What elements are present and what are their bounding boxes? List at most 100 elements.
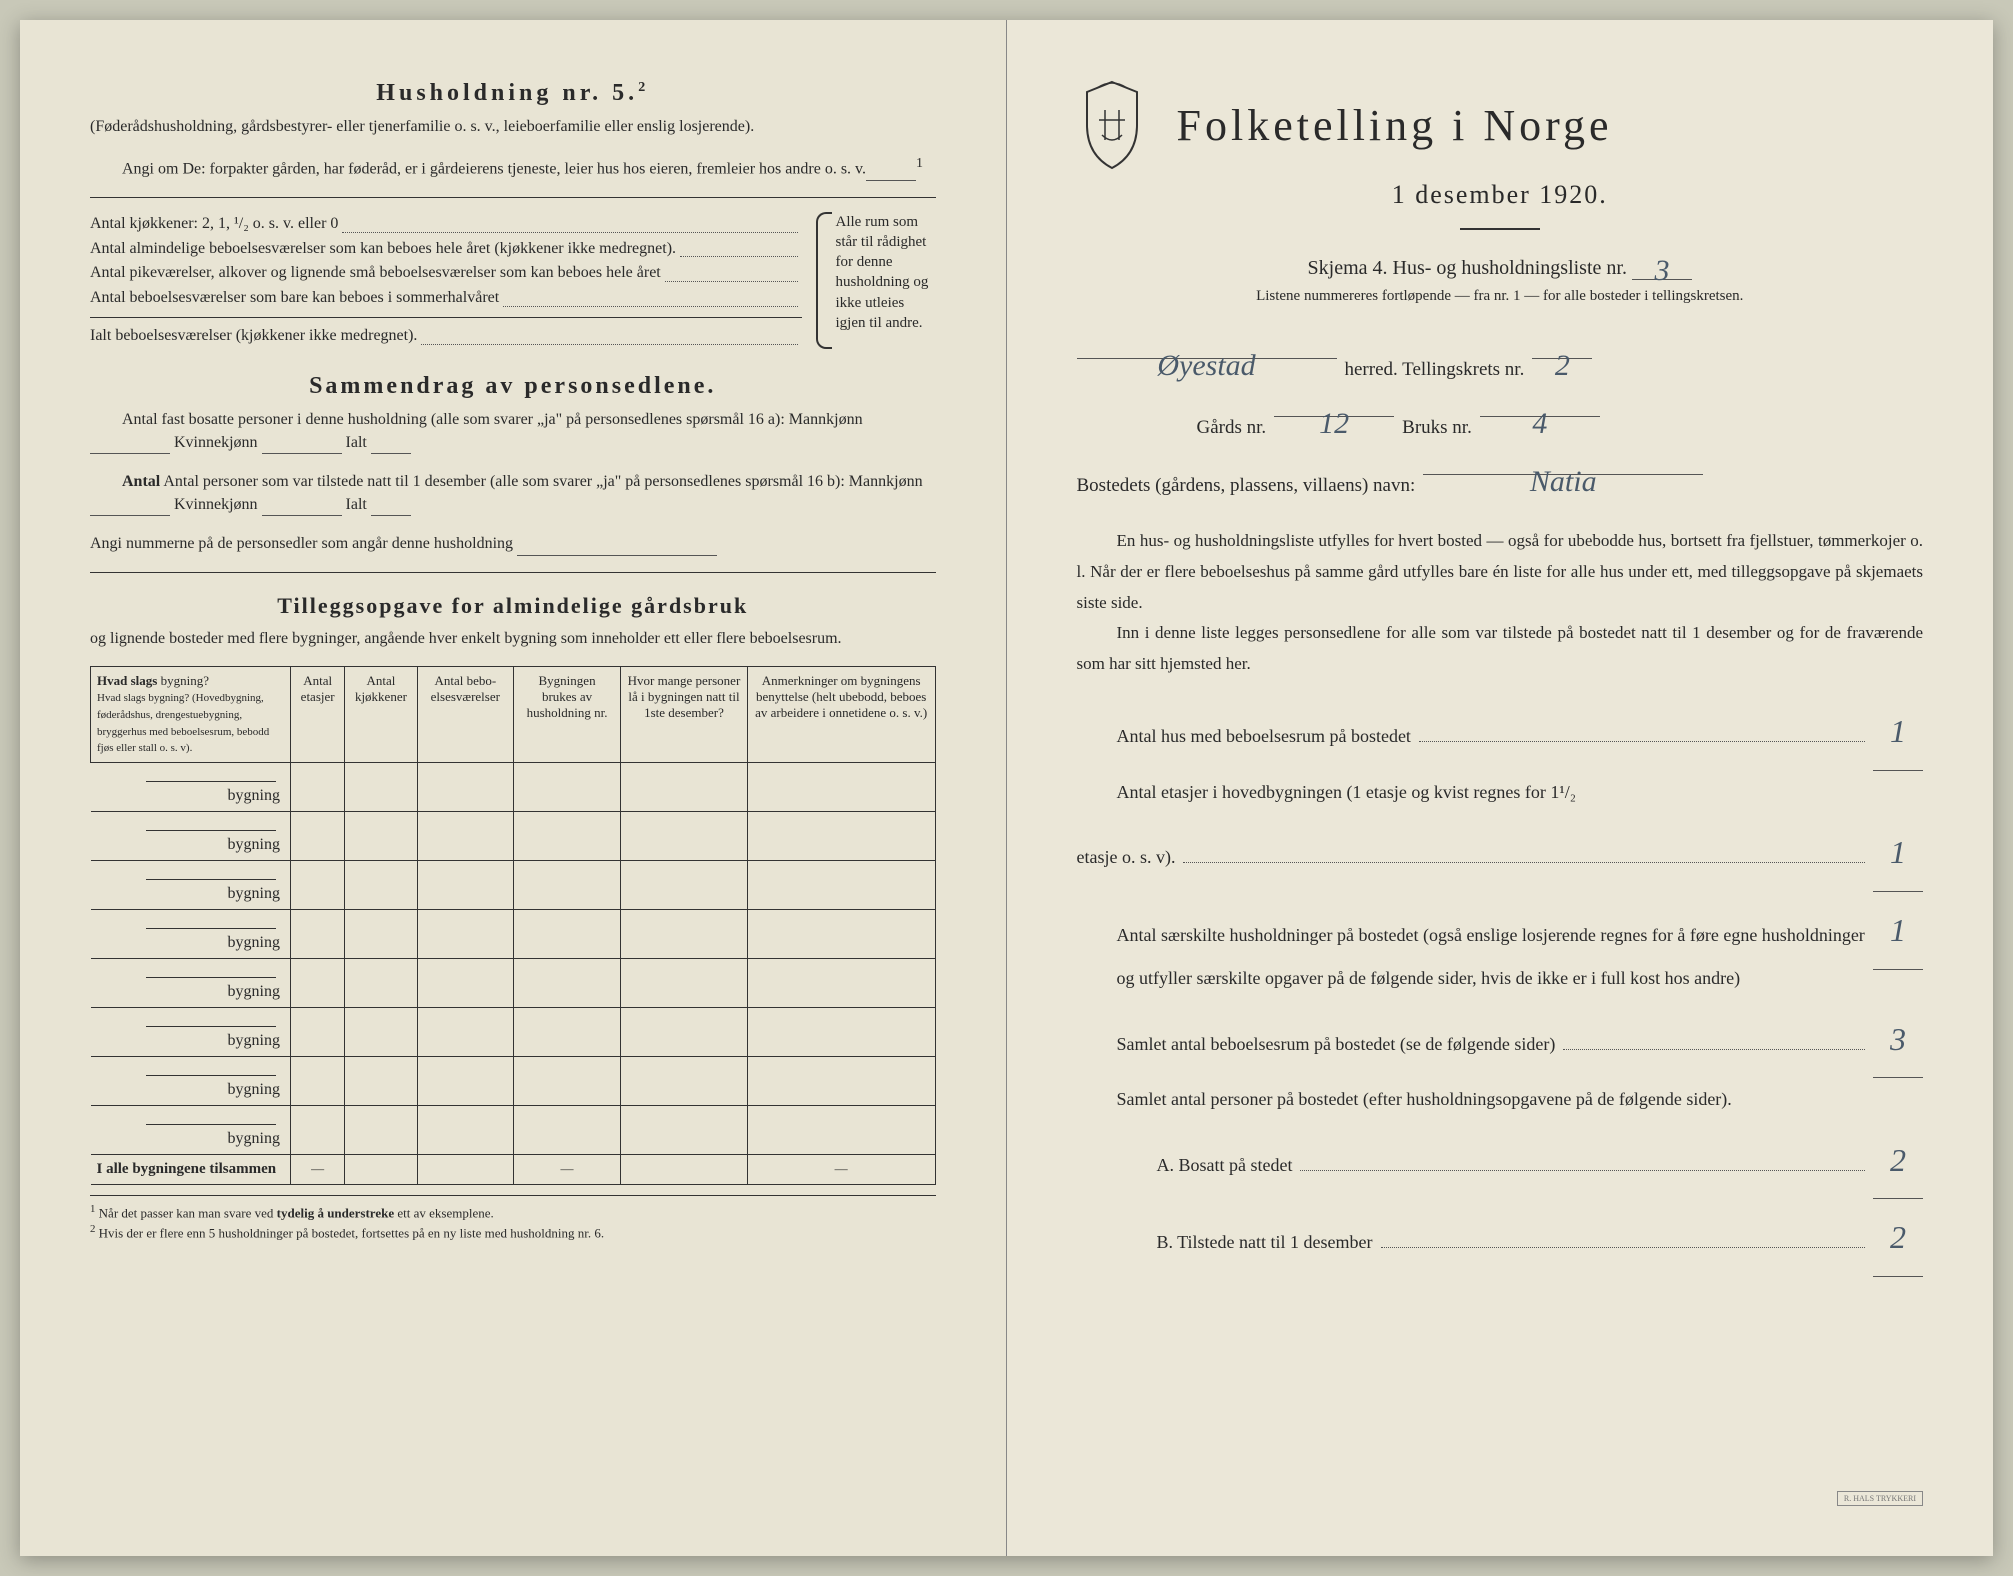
gards-nr-value: 12 — [1274, 391, 1394, 417]
tillegg-title: Tilleggsopgave for almindelige gårdsbruk — [90, 593, 936, 619]
table-cell — [345, 812, 417, 861]
table-cell — [417, 1008, 513, 1057]
antal-row-1: Antal almindelige beboelsesværelser som … — [90, 237, 802, 262]
fill-blank — [866, 163, 916, 181]
fill-kvinn — [262, 436, 342, 454]
fill-kvinn-2 — [262, 498, 342, 516]
q5b-row: B. Tilstede natt til 1 desember 2 — [1077, 1199, 1924, 1277]
table-cell — [417, 959, 513, 1008]
printer-stamp: R. HALS TRYKKERI — [1837, 1491, 1923, 1506]
footnote-2-text: Hvis der er flere enn 5 husholdninger på… — [99, 1225, 604, 1240]
antal-row-2: Antal pikeværelser, alkover og lignende … — [90, 261, 802, 286]
subtitle: 1 desember 1920. — [1077, 180, 1924, 210]
bygning-table: Hvad slags bygning?Hvad slags bygning? (… — [90, 666, 936, 1185]
table-total-row: I alle bygningene tilsammen — — — — [91, 1155, 936, 1185]
husholdning-title: Husholdning nr. 5.2 — [90, 80, 936, 107]
table-cell — [514, 812, 621, 861]
table-cell — [345, 1057, 417, 1106]
sammendrag-line-2: Antal Antal personer som var tilstede na… — [90, 470, 936, 516]
sammendrag-line-3: Angi nummerne på de personsedler som ang… — [90, 532, 936, 555]
antal-label-2: Antal pikeværelser, alkover og lignende … — [90, 261, 661, 286]
short-rule — [1460, 228, 1540, 230]
table-cell — [747, 1057, 935, 1106]
answer-block: Antal hus med beboelsesrum på bostedet 1… — [1077, 693, 1924, 1277]
herred-line: Øyestad herred. Tellingskrets nr. 2 — [1077, 333, 1924, 391]
bruks-nr-value: 4 — [1480, 391, 1600, 417]
title-block: Folketelling i Norge — [1177, 100, 1613, 151]
kvinnekjonn-label: Kvinnekjønn — [174, 434, 258, 451]
dots — [421, 324, 797, 345]
q3-row: Antal særskilte husholdninger på bostede… — [1077, 892, 1924, 1000]
table-cell — [514, 763, 621, 812]
dots — [680, 237, 797, 258]
footnote-num-2: 2 — [90, 1223, 95, 1235]
antal-label-1: Antal almindelige beboelsesværelser som … — [90, 237, 676, 262]
table-cell — [291, 1057, 345, 1106]
table-cell — [747, 959, 935, 1008]
bruks-label: Bruks nr. — [1402, 407, 1472, 449]
antal-row-0: Antal kjøkkener: 2, 1, ¹/₂ o. s. v. elle… — [90, 212, 802, 237]
total-dash-1: — — [291, 1155, 345, 1185]
husholdning-title-text: Husholdning nr. 5. — [376, 80, 638, 106]
table-cell — [514, 910, 621, 959]
table-row: bygning — [91, 1106, 936, 1155]
table-cell — [621, 959, 748, 1008]
antal-lines: Antal kjøkkener: 2, 1, ¹/₂ o. s. v. elle… — [90, 212, 802, 349]
angi-om-text: Angi om De: forpakter gården, har føderå… — [90, 154, 936, 181]
table-cell — [345, 861, 417, 910]
table-cell — [621, 763, 748, 812]
tillegg-section: Tilleggsopgave for almindelige gårdsbruk… — [90, 593, 936, 1242]
fill-mann — [90, 436, 170, 454]
table-row: bygning — [91, 1057, 936, 1106]
row-label-cell: bygning — [91, 812, 291, 861]
table-cell — [417, 910, 513, 959]
row-label-cell: bygning — [91, 910, 291, 959]
q2-value: 1 — [1873, 814, 1923, 892]
divider — [90, 197, 936, 198]
q1-row: Antal hus med beboelsesrum på bostedet 1 — [1077, 693, 1924, 771]
table-cell — [747, 861, 935, 910]
dots — [1300, 1170, 1865, 1171]
fill-ialt-2 — [371, 498, 411, 516]
dots — [1563, 1049, 1865, 1050]
table-cell — [514, 1057, 621, 1106]
q2-row: Antal etasjer i hovedbygningen (1 etasje… — [1077, 771, 1924, 814]
table-cell — [621, 1057, 748, 1106]
table-cell — [621, 861, 748, 910]
table-cell — [417, 812, 513, 861]
herred-label: herred. Tellingskrets nr. — [1345, 349, 1525, 391]
kvinnekjonn-label-2: Kvinnekjønn — [174, 496, 258, 513]
th-2: Antal kjøkkener — [345, 666, 417, 762]
total-label: I alle bygningene tilsammen — [91, 1155, 291, 1185]
bosted-label: Bostedets (gårdens, plassens, villaens) … — [1077, 465, 1416, 507]
footnote-1-text: Når det passer kan man svare ved tydelig… — [99, 1205, 494, 1220]
table-row: bygning — [91, 763, 936, 812]
table-cell — [417, 861, 513, 910]
right-header: Folketelling i Norge — [1077, 80, 1924, 170]
table-cell — [514, 1008, 621, 1057]
q2a-label: Antal etasjer i hovedbygningen (1 etasje… — [1077, 782, 1577, 802]
table-cell — [747, 812, 935, 861]
sammendrag-l2-text: Antal personer som var tilstede natt til… — [163, 473, 922, 490]
th-1: Antal etasjer — [291, 666, 345, 762]
footnote-ref-1: 1 — [916, 156, 923, 171]
th-6: Anmerkninger om bygningens benyttelse (h… — [747, 666, 935, 762]
table-row: bygning — [91, 861, 936, 910]
sammendrag-l3-text: Angi nummerne på de personsedler som ang… — [90, 535, 513, 552]
q3-value: 1 — [1873, 892, 1923, 970]
q5a-value: 2 — [1873, 1122, 1923, 1200]
table-row: bygning — [91, 959, 936, 1008]
para2-text: Inn i denne liste legges personsedlene f… — [1077, 618, 1924, 679]
q2b-label: etasje o. s. v). — [1077, 836, 1176, 879]
q3-label: Antal særskilte husholdninger på bostede… — [1077, 914, 1874, 1000]
dots — [342, 212, 797, 233]
skjema-label: Skjema 4. Hus- og husholdningsliste nr. — [1308, 257, 1627, 279]
dots — [503, 286, 797, 307]
dots — [1381, 1247, 1866, 1248]
table-cell — [291, 1106, 345, 1155]
q5b-label: B. Tilstede natt til 1 desember — [1077, 1221, 1373, 1264]
crest-icon — [1077, 80, 1147, 170]
ialt-label-2: Ialt — [346, 496, 367, 513]
table-cell — [514, 959, 621, 1008]
left-page: Husholdning nr. 5.2 (Føderådshusholdning… — [20, 20, 1007, 1556]
